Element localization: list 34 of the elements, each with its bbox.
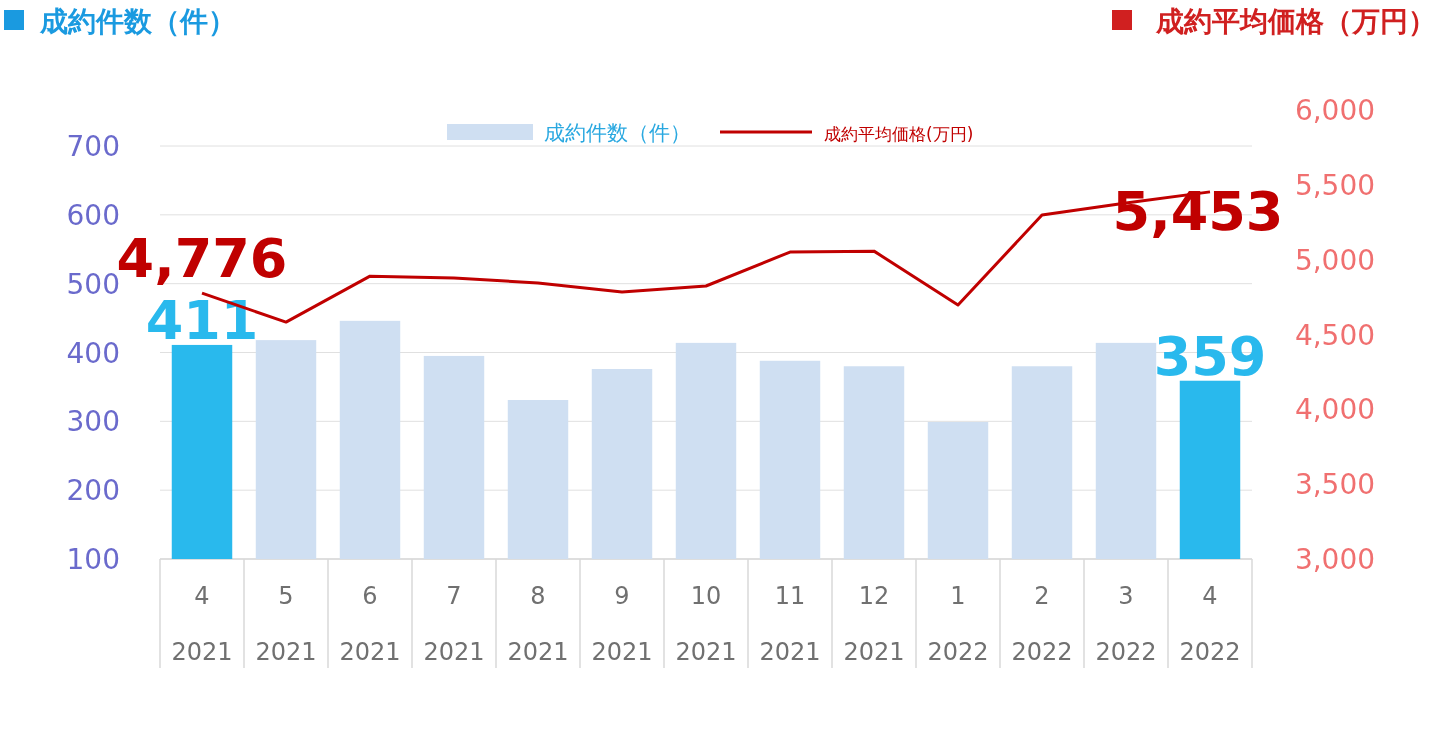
y-tick-label: 200 bbox=[66, 474, 120, 508]
y-tick-label: 300 bbox=[66, 405, 120, 439]
y-tick-label: 100 bbox=[66, 543, 120, 576]
data-label: 411 bbox=[145, 288, 259, 352]
y-tick-label: 400 bbox=[66, 336, 120, 370]
x-tick-label: 9 2021 bbox=[591, 582, 653, 666]
x-tick-label: 4 2022 bbox=[1179, 582, 1241, 666]
x-tick-label: 2 2022 bbox=[1011, 582, 1073, 666]
x-tick-label: 5 2021 bbox=[255, 582, 317, 666]
legend-label: 成約件数（件） bbox=[544, 121, 691, 145]
x-tick-label: 12 2021 bbox=[843, 582, 905, 666]
y2-axis-title: 成約平均価格（万円） bbox=[1155, 5, 1436, 38]
text: 成約平均価格(万円) bbox=[824, 124, 974, 144]
x-tick-label: 10 2021 bbox=[675, 582, 737, 666]
y2-tick-label: 5,500 bbox=[1294, 168, 1376, 202]
data-label: 359 bbox=[1153, 324, 1267, 388]
y2-tick-label: 3,500 bbox=[1294, 468, 1376, 502]
x-tick-label: 6 2021 bbox=[339, 582, 401, 666]
y2-tick-label: 5,000 bbox=[1294, 243, 1376, 277]
y2-tick-label: 6,000 bbox=[1294, 94, 1376, 127]
x-tick-label: 11 2021 bbox=[759, 582, 821, 666]
x-tick-label: 8 2021 bbox=[507, 582, 569, 666]
y-axis-title: 成約件数（件） bbox=[39, 5, 236, 38]
y2-tick-label: 3,000 bbox=[1294, 543, 1376, 576]
y-tick-label: 700 bbox=[66, 130, 120, 163]
x-tick-label: 3 2022 bbox=[1095, 582, 1157, 666]
y2-tick-label: 4,000 bbox=[1294, 393, 1376, 427]
x-tick-label: 4 2021 bbox=[171, 582, 233, 666]
x-tick-label: 7 2021 bbox=[423, 582, 485, 666]
y-tick-label: 500 bbox=[66, 267, 120, 301]
y2-tick-label: 4,500 bbox=[1294, 318, 1376, 352]
x-tick-label: 1 2022 bbox=[927, 582, 989, 666]
y-tick-label: 600 bbox=[66, 198, 120, 232]
data-label: 5,453 bbox=[1112, 179, 1284, 243]
